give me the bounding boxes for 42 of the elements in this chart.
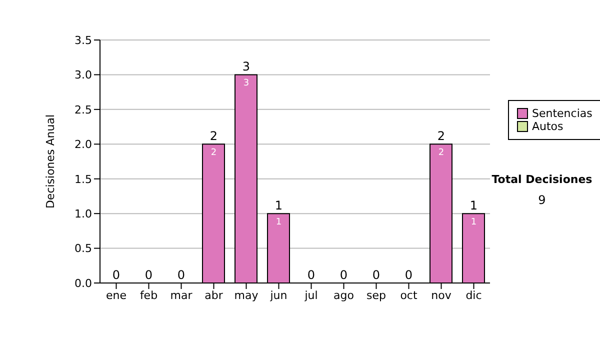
x-tick-label: jun	[269, 288, 288, 302]
x-tick-label: sep	[366, 288, 386, 302]
text: 9	[537, 192, 547, 209]
total-label: 0	[372, 268, 380, 282]
x-tick-label: may	[234, 288, 259, 302]
x-tick-label: abr	[204, 288, 224, 302]
total-label: 3	[242, 60, 250, 74]
legend-label: Autos	[532, 120, 564, 133]
total-label: 1	[470, 198, 478, 213]
data-label: 3	[243, 78, 250, 89]
x-tick-label: nov	[431, 288, 452, 302]
x-tick-label: mar	[170, 288, 193, 302]
total-label: 2	[210, 129, 218, 144]
total-label: 2	[437, 129, 446, 144]
legend-label: Sentencias	[532, 107, 592, 120]
total-label: 0	[340, 268, 348, 282]
y-tick-label: 1.0	[74, 207, 92, 220]
data-label: 2	[438, 148, 444, 158]
x-tick-label: ago	[334, 288, 354, 302]
total-label: 0	[112, 268, 120, 282]
x-tick-label: dic	[466, 288, 482, 302]
y-tick-label: 2.0	[74, 138, 92, 152]
y-tick-label: 3.5	[74, 34, 92, 47]
total-label: 1	[274, 198, 283, 213]
x-tick-label: feb	[140, 288, 158, 302]
y-tick-label: 2.5	[74, 103, 92, 116]
data-label: 1	[470, 218, 477, 228]
x-tick-label: jul	[304, 288, 318, 302]
y-tick-label: 0.5	[74, 242, 92, 256]
x-tick-label: oct	[400, 288, 418, 302]
y-axis-title: Decisiones Anual	[44, 114, 57, 209]
total-label: 0	[307, 268, 316, 282]
y-tick-label: 0.0	[74, 276, 92, 290]
x-tick-label: ene	[106, 288, 127, 302]
total-label: 0	[144, 268, 153, 282]
data-label: 1	[276, 218, 282, 228]
total-label: 0	[177, 268, 186, 282]
y-tick-label: 3.0	[74, 68, 92, 82]
text: Total Decisiones	[490, 172, 594, 188]
total-label: 0	[404, 268, 413, 282]
data-label: 2	[210, 148, 217, 158]
y-tick-label: 1.5	[74, 172, 92, 186]
